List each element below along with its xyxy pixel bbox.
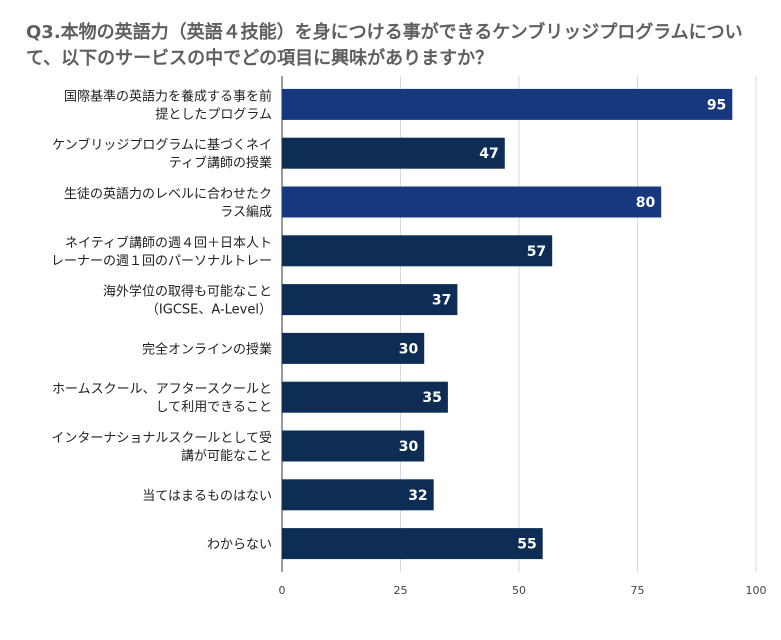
bar [282,235,553,267]
x-tick-label: 100 [746,584,767,597]
bar [282,137,505,169]
category-label: レーナーの週１回のパーソナルトレー [51,254,272,269]
bar [282,284,458,316]
bar-value-label: 37 [432,293,451,309]
category-label: ホームスクール、アフタースクールと [52,382,272,397]
category-label: して利用できること [156,400,272,415]
bar [282,430,425,462]
category-label: ティブ講師の授業 [169,155,272,171]
bar-value-label: 95 [707,97,726,113]
bar-value-label: 30 [399,439,419,455]
category-label: （IGCSE、A-Level） [146,303,272,318]
category-label: 完全オンラインの授業 [142,341,272,357]
x-tick-label: 0 [279,584,286,597]
bar-value-label: 80 [636,195,656,211]
bar-value-label: 57 [527,244,546,260]
x-tick-label: 25 [394,584,408,597]
category-label: 提としたプログラム [155,106,272,122]
bar-value-label: 47 [479,146,498,162]
category-label: 講が可能なこと [181,448,272,464]
bar-value-label: 30 [399,341,419,357]
bar-value-label: 32 [408,488,427,504]
chart-title: Q3.本物の英語力（英語４技能）を身につける事ができるケンブリッジプログラムにつ… [26,22,743,69]
bar [282,528,543,560]
bar-value-label: 35 [422,390,441,406]
bar [282,479,434,511]
category-label: ケンブリッジプログラムに基づくネイ [52,137,272,153]
category-label: インターナショナルスクールとして受 [51,431,272,446]
category-label: 生徒の英語力のレベルに合わせたク [64,186,272,202]
category-label: 当てはまるものはない [142,489,272,504]
bar-value-label: 55 [517,537,536,553]
bar [282,88,733,120]
bar [282,381,448,413]
category-label: 海外学位の取得も可能なこと [103,284,272,300]
category-label: わからない [207,538,272,553]
category-label: ネイティブ講師の週４回＋日本人ト [65,235,272,251]
x-tick-label: 50 [512,584,526,597]
bar [282,186,662,218]
bar [282,332,425,364]
category-label: 国際基準の英語力を養成する事を前 [64,88,272,104]
x-tick-label: 75 [631,584,645,597]
category-label: ラス編成 [220,204,272,220]
